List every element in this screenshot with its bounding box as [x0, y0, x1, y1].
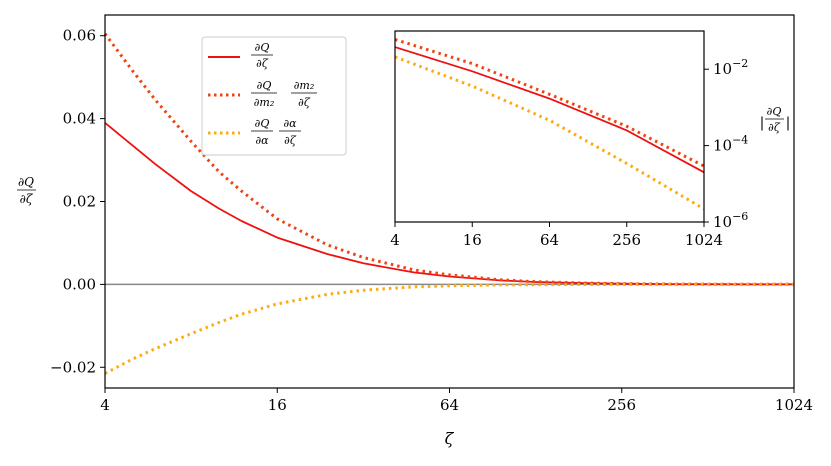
series-line-2 — [103, 32, 794, 286]
main-series-group — [103, 32, 794, 375]
x-tick-label-256: 256 — [607, 396, 636, 414]
legend-frame — [201, 36, 347, 156]
inset-y-axis-label: | ∂Q ∂ζ | — [760, 105, 791, 134]
x-tick-label-64: 64 — [440, 396, 459, 414]
svg-text:∂ζ: ∂ζ — [256, 57, 269, 70]
inset-y-tick-label-1: 10−4 — [713, 134, 748, 155]
inset-x-tick-label-64: 64 — [540, 231, 559, 249]
y-tick-label-1: 0.00 — [63, 275, 96, 293]
svg-text:|: | — [760, 115, 765, 131]
inset-x-tick-label-16: 16 — [463, 231, 482, 249]
series-line-1 — [104, 122, 794, 286]
legend-entry-dq-dm2: ∂Q ∂m₂ ∂m₂ ∂ζ — [208, 79, 317, 109]
inset-series-line-2 — [395, 38, 704, 168]
svg-text:∂Q: ∂Q — [255, 41, 270, 54]
svg-text:∂α: ∂α — [283, 117, 297, 130]
inset-x-tick-label-256: 256 — [612, 231, 641, 249]
inset-x-tick-label-1024: 1024 — [685, 231, 723, 249]
svg-text:∂ζ: ∂ζ — [20, 192, 34, 206]
svg-text:∂m₂: ∂m₂ — [254, 96, 275, 109]
x-tick-label-1024: 1024 — [775, 396, 813, 414]
main-axes: 4 16 64 256 1024 −0.02 0.00 0.02 0.04 0.06 — [50, 14, 813, 414]
x-tick-label-16: 16 — [268, 396, 287, 414]
svg-text:∂m₂: ∂m₂ — [294, 79, 315, 92]
legend-entry-dq-dzeta: ∂Q ∂ζ — [208, 41, 273, 70]
x-axis-label: ζ — [445, 429, 455, 448]
y-axis-label: ∂Q ∂ζ — [17, 175, 36, 206]
legend-entry-dq-dalpha: ∂Q ∂α ∂α ∂ζ — [208, 117, 301, 147]
svg-text:|: | — [786, 115, 791, 131]
y-tick-label-3: 0.04 — [63, 110, 96, 128]
inset-series-group — [395, 38, 704, 211]
inset-y-tick-label-0: 10−6 — [713, 210, 748, 231]
svg-text:∂ζ: ∂ζ — [298, 96, 311, 109]
svg-text:∂ζ: ∂ζ — [284, 134, 297, 147]
svg-text:∂α: ∂α — [255, 134, 269, 147]
y-tick-label-2: 0.02 — [63, 193, 96, 211]
inset-series-line-1 — [395, 46, 704, 174]
legend: ∂Q ∂ζ ∂Q ∂m₂ ∂m₂ ∂ζ ∂Q ∂α ∂α ∂ζ — [201, 36, 347, 156]
inset-background — [395, 31, 704, 222]
svg-text:∂Q: ∂Q — [767, 105, 782, 118]
inset-y-tick-label-2: 10−2 — [713, 57, 748, 78]
svg-text:∂Q: ∂Q — [255, 117, 270, 130]
x-tick-label-4: 4 — [100, 396, 110, 414]
series-line-3 — [104, 282, 794, 375]
inset-x-tick-label-4: 4 — [390, 231, 400, 249]
svg-text:∂Q: ∂Q — [18, 175, 34, 189]
y-tick-label-4: 0.06 — [63, 27, 96, 45]
svg-text:∂ζ: ∂ζ — [768, 121, 781, 134]
svg-text:∂Q: ∂Q — [257, 79, 272, 92]
y-tick-label-0: −0.02 — [50, 358, 96, 376]
main-plot: 4 16 64 256 1024 −0.02 0.00 0.02 0.04 0.06 ζ ∂Q ∂… — [17, 14, 813, 448]
